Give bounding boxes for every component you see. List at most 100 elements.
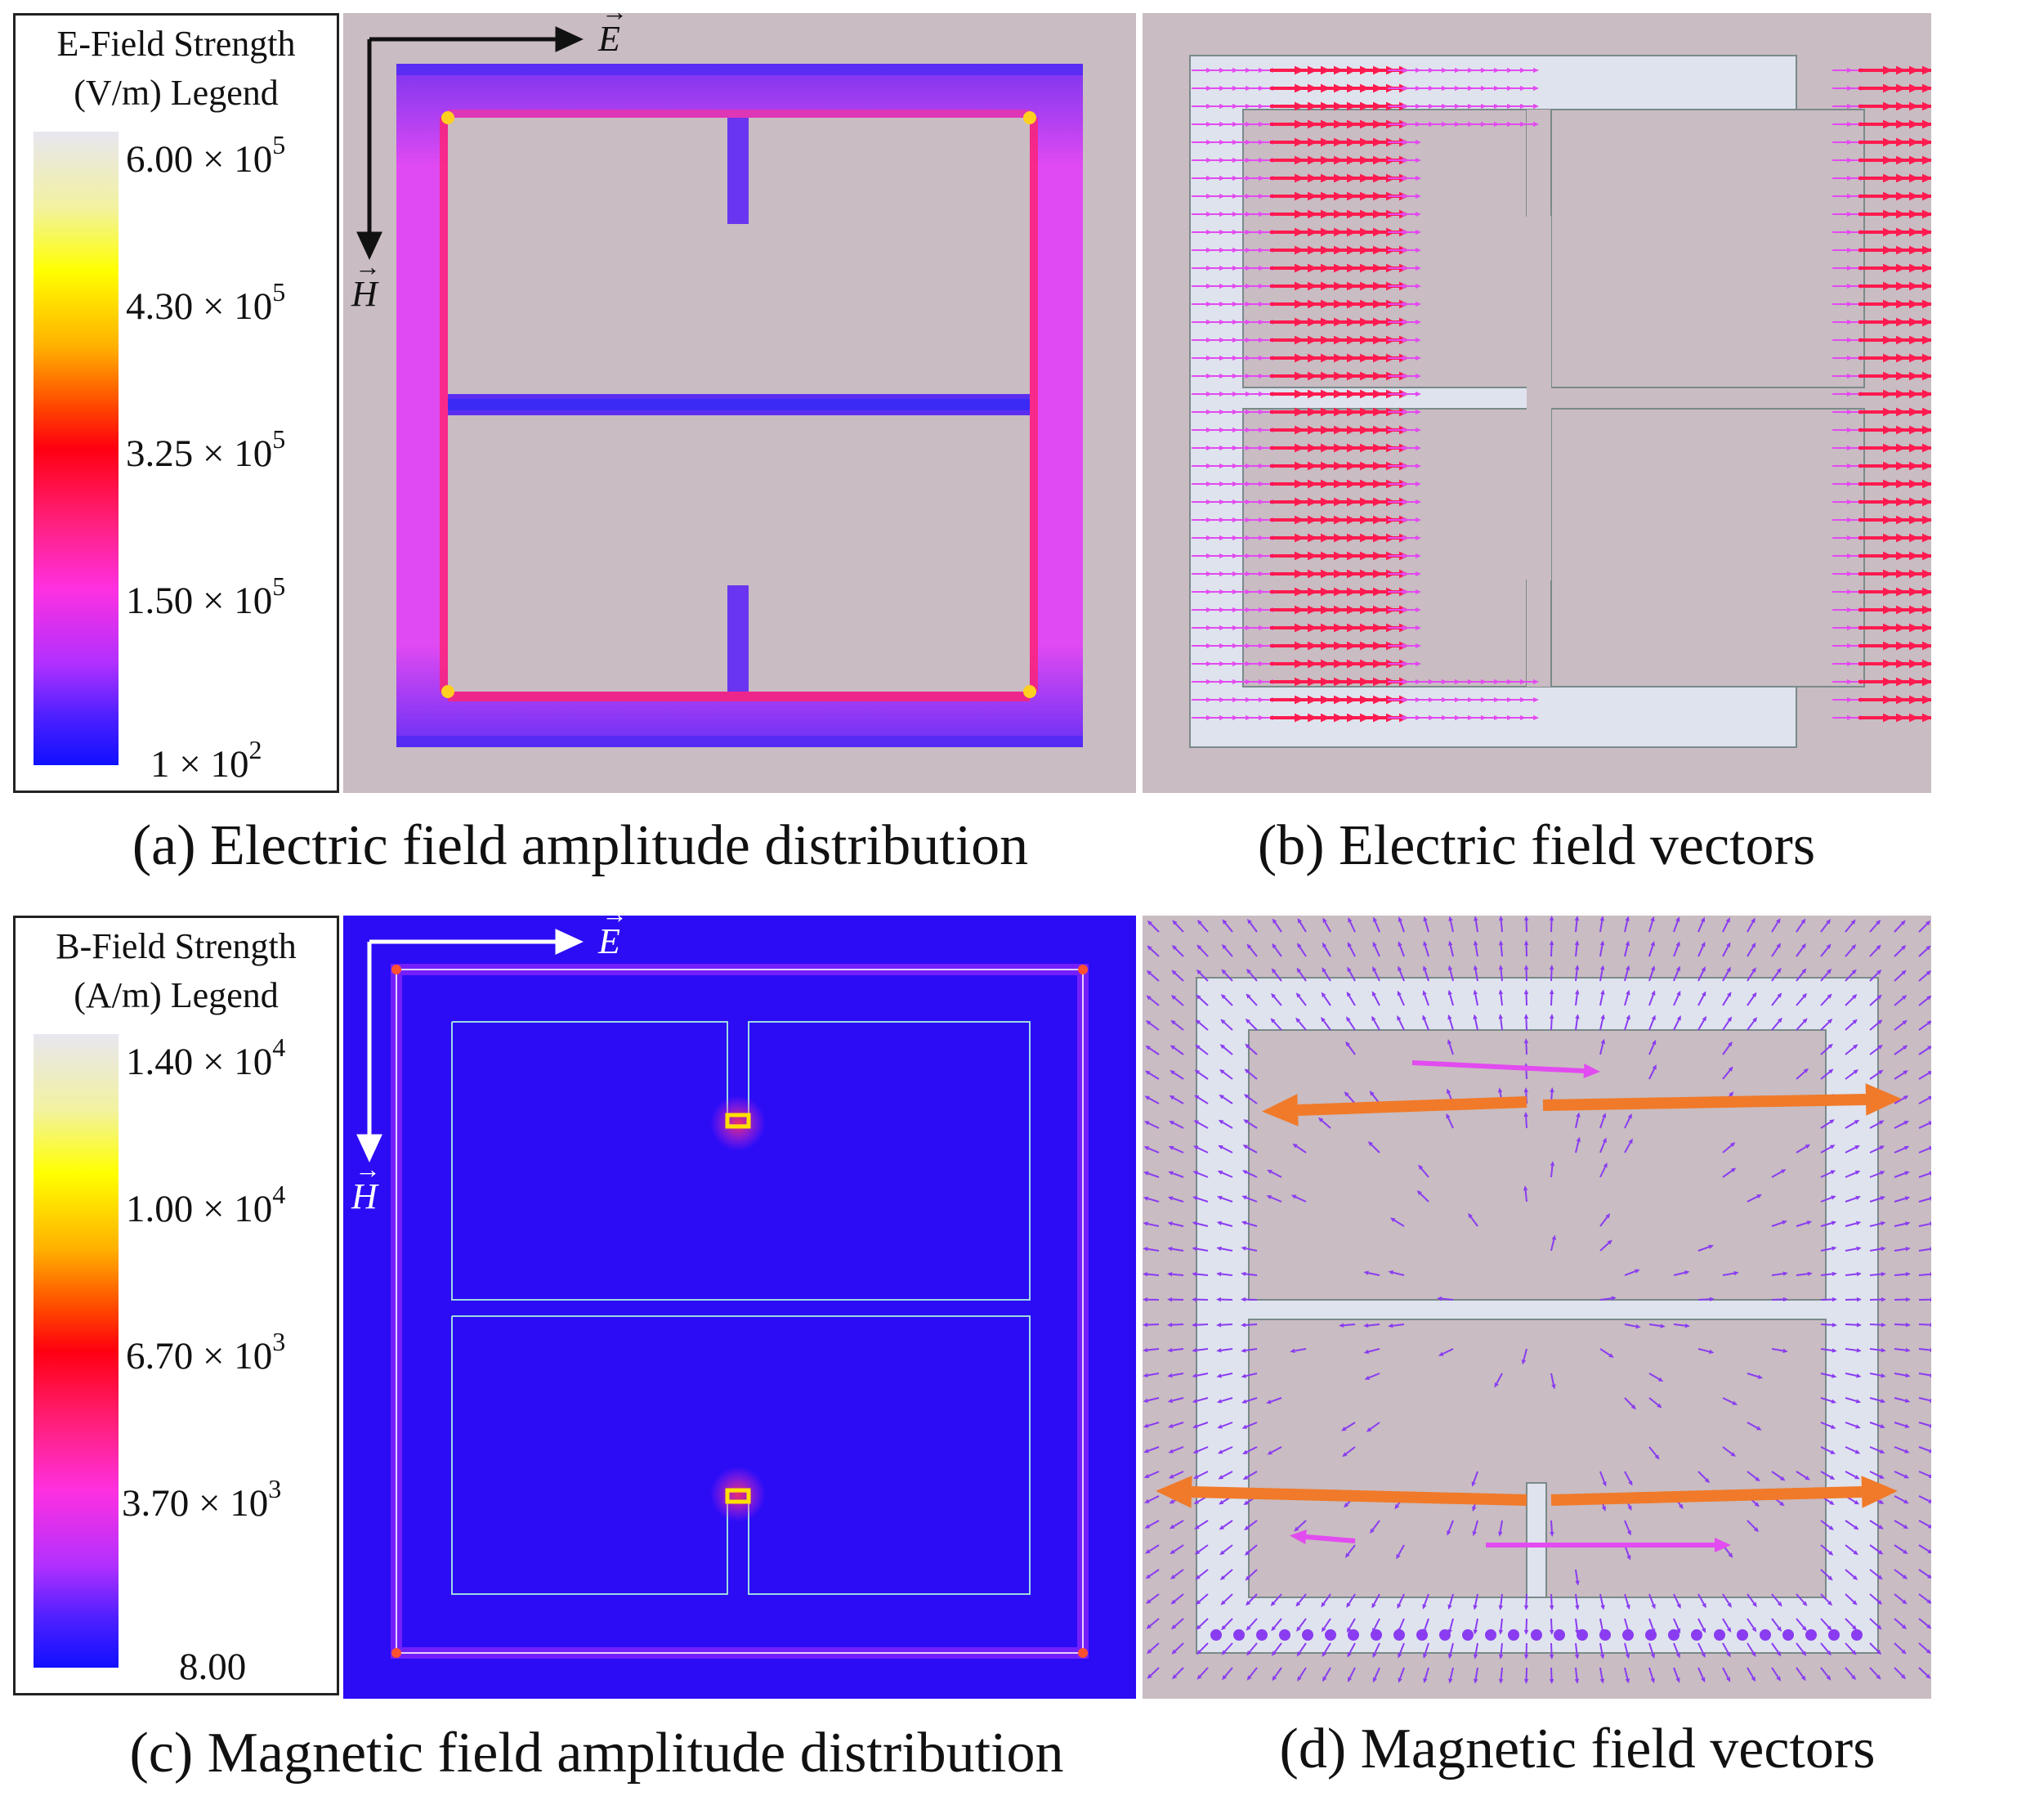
b-vector-head [1168,1221,1173,1225]
b-vector-dot [1210,1629,1222,1641]
b-vector-head [1904,1171,1910,1176]
b-vector [1894,1023,1903,1030]
b-vector [1375,1668,1380,1678]
b-vector-head [1676,941,1680,947]
b-vector-head [1474,940,1478,945]
b-vector [1150,1594,1159,1601]
b-vector-large [1543,1100,1866,1105]
b-tick-0: 1.40 × 104 [126,1032,285,1084]
b-vector-head [1675,1677,1679,1683]
b-tick-2: 6.70 × 103 [126,1327,285,1378]
b-vector-dot [1531,1629,1542,1641]
b-vector [1551,994,1552,1006]
b-vector [1350,947,1355,956]
b-vector [1919,1324,1930,1325]
b-vector [1147,1324,1159,1325]
b-vector [1175,974,1183,981]
b-vector [1149,1048,1159,1055]
b-vector [1174,1023,1183,1030]
b-vector [1772,922,1778,932]
b-vector-dot [1348,1629,1359,1641]
e-tick-0: 6.00 × 105 [126,130,285,181]
b-vector [1148,1471,1159,1476]
b-vector [1894,1668,1903,1676]
b-vector [1919,1048,1929,1055]
b-vector-head [1904,1449,1910,1453]
b-tick-1: 1.00 × 104 [126,1180,285,1231]
legend-title-line2: (V/m) Legend [16,68,337,119]
b-vector [1147,1349,1159,1350]
b-vector [1250,947,1257,956]
b-vector [1870,924,1877,932]
b-vector [1894,974,1903,981]
b-vector-head [1499,916,1503,920]
b-vector [1400,921,1404,932]
b-vector [1919,1173,1930,1177]
b-vector [1894,1447,1905,1451]
b-vector-dot [1622,1629,1634,1641]
b-vector [1919,1274,1930,1275]
b-vector [1870,948,1878,956]
b-vector [1148,1198,1159,1202]
b-field-legend: B-Field Strength (A/m) Legend 1.40 × 104… [13,916,339,1695]
b-vector-dot [1416,1629,1428,1641]
b-vector-dot [1782,1629,1794,1641]
b-vector-head [1930,1323,1931,1327]
b-vector [1894,1173,1905,1177]
b-vector [1796,922,1803,932]
e-vector-field [1143,13,1931,793]
b-vector [1894,924,1903,932]
b-vector [1576,945,1577,956]
b-vector-head [1499,965,1503,970]
b-vector-head [1650,916,1654,922]
b-vector [1919,1668,1927,1676]
caption-b: (b) Electric field vectors [1177,813,1896,879]
b-vector-dot [1371,1629,1382,1641]
b-vector-head [1143,1449,1149,1453]
b-vector-dot [1737,1629,1748,1641]
b-vector [1442,1299,1453,1300]
b-vector-head [1651,965,1655,971]
b-vector-head [1168,1424,1174,1428]
b-vector [1175,1668,1183,1676]
e-tick-4: 1 × 102 [150,735,262,786]
b-vector-head [1626,1678,1630,1683]
b-vector [1894,1643,1903,1651]
b-vector [1250,923,1257,932]
b-vector-head [1651,1653,1655,1659]
b-vector-head [1192,1323,1196,1327]
b-vector-dot [1851,1629,1863,1641]
b-vector [1894,1545,1904,1552]
b-vector-head [1448,941,1452,946]
b-vector [1173,1447,1183,1451]
b-vector [1325,1668,1331,1677]
b-vector [1919,974,1928,981]
b-vector [1551,1594,1552,1606]
b-vector [1551,945,1552,956]
b-vector-head [1550,940,1554,945]
b-vector [1894,948,1903,956]
caption-d: (d) Magnetic field vectors [1218,1717,1937,1782]
b-vector-large [1298,1102,1527,1110]
b-vector-head [1524,1655,1528,1659]
b-vector-head [1143,1423,1149,1427]
b-vector [1894,1373,1906,1376]
b-vector [1501,1668,1502,1679]
b-vector [1148,1422,1159,1426]
b-vector [1919,1643,1928,1650]
e-axis-label-a: →E [598,18,620,60]
legend-b-title-line2: (A/m) Legend [16,970,337,1021]
b-vector [1747,947,1753,956]
b-vector [1894,1249,1906,1251]
b-vector-head [1448,1678,1452,1683]
b-vector [1845,947,1853,956]
b-vector [1173,1198,1183,1202]
b-vector [1172,1349,1183,1350]
b-vector [1400,1668,1404,1678]
b-vector-head [1143,1221,1147,1225]
b-vector [1275,922,1281,932]
b-vector [1870,1324,1881,1325]
b-vector-head [1906,1323,1911,1327]
b-vector [1698,1668,1703,1678]
b-vector [1221,1324,1232,1325]
